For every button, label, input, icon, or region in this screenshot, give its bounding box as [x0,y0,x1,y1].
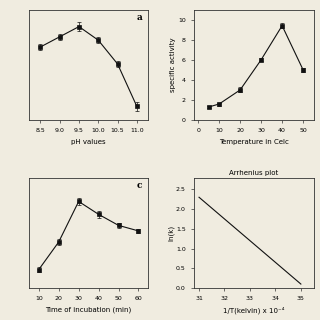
Title: Arrhenius plot: Arrhenius plot [229,170,278,176]
Y-axis label: ln(k): ln(k) [168,225,174,241]
X-axis label: 1/T(kelvin) x 10⁻⁴: 1/T(kelvin) x 10⁻⁴ [223,307,284,314]
X-axis label: Time of incubation (min): Time of incubation (min) [45,307,132,313]
Y-axis label: specific activity: specific activity [171,37,176,92]
Text: a: a [137,13,142,22]
Text: c: c [137,181,142,190]
X-axis label: Temperature in Celc: Temperature in Celc [219,139,289,145]
X-axis label: pH values: pH values [71,139,106,145]
